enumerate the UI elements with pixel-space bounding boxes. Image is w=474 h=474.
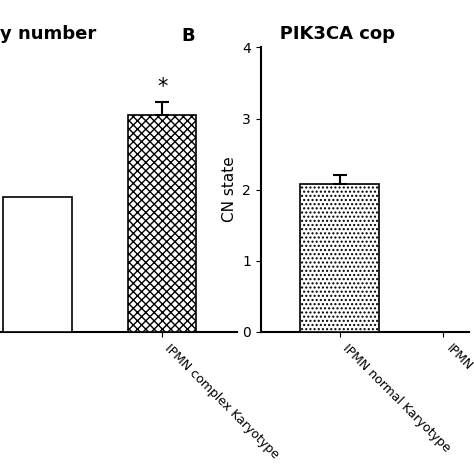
Text: PIK3CA cop: PIK3CA cop: [261, 25, 395, 43]
Bar: [3, 197, 72, 332]
Y-axis label: CN state: CN state: [221, 157, 237, 222]
Bar: [128, 115, 196, 332]
Text: y number: y number: [0, 25, 96, 43]
Bar: [300, 184, 379, 332]
Text: *: *: [157, 77, 167, 97]
Text: B: B: [182, 27, 195, 46]
